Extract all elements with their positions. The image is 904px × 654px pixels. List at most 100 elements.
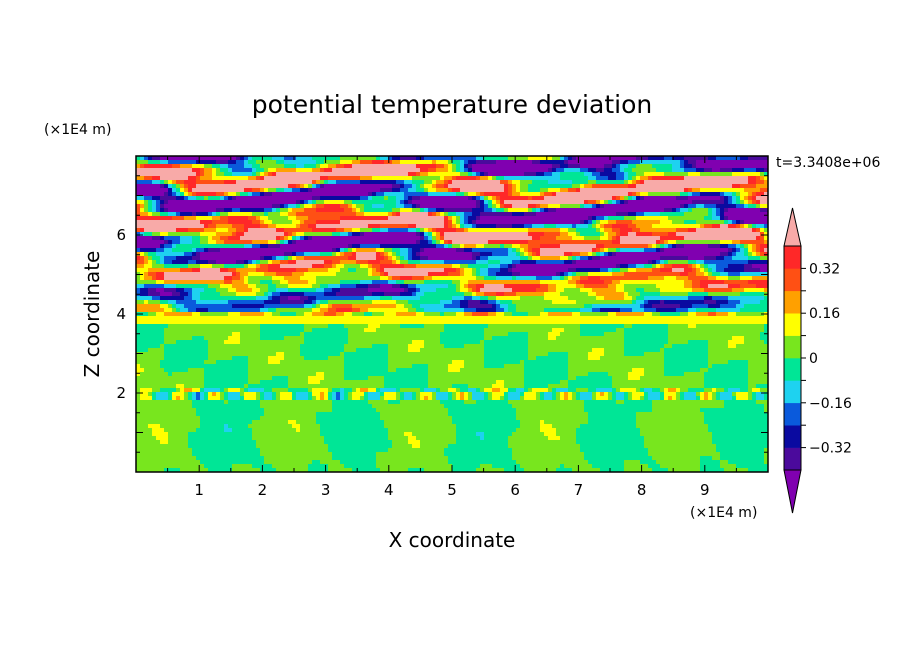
- field-cell: [268, 172, 273, 177]
- field-cell: [180, 192, 185, 197]
- field-cell: [508, 156, 513, 161]
- field-cell: [640, 272, 645, 277]
- field-cell: [276, 172, 281, 177]
- field-cell: [392, 232, 397, 237]
- field-cell: [448, 220, 453, 225]
- field-cell: [580, 204, 585, 209]
- field-cell: [264, 164, 269, 169]
- field-cell: [576, 216, 581, 221]
- field-cell: [416, 160, 421, 165]
- field-cell: [592, 156, 597, 161]
- field-cell: [228, 204, 233, 209]
- field-cell: [420, 212, 425, 217]
- field-cell: [360, 168, 365, 173]
- field-cell: [440, 228, 445, 233]
- field-cell: [764, 168, 768, 173]
- field-cell: [400, 220, 405, 225]
- field-cell: [308, 256, 313, 261]
- field-cell: [568, 268, 573, 273]
- field-cell: [244, 200, 249, 205]
- field-cell: [700, 200, 705, 205]
- field-cell: [440, 204, 445, 209]
- field-cell: [636, 204, 641, 209]
- field-cell: [760, 188, 765, 193]
- field-cell: [600, 172, 605, 177]
- field-cell: [216, 236, 221, 241]
- field-cell: [680, 188, 685, 193]
- field-cell: [376, 160, 381, 165]
- field-cell: [352, 196, 357, 201]
- field-cell: [664, 240, 669, 245]
- field-cell: [656, 224, 661, 229]
- field-cell: [236, 212, 241, 217]
- field-cell: [752, 244, 757, 249]
- field-cell: [364, 212, 369, 217]
- field-cell: [412, 208, 417, 213]
- field-cell: [320, 208, 325, 213]
- field-cell: [228, 168, 233, 173]
- field-cell: [472, 276, 477, 281]
- field-cell: [424, 276, 429, 281]
- field-cell: [392, 168, 397, 173]
- field-cell: [500, 176, 505, 181]
- field-cell: [356, 168, 361, 173]
- field-cell: [236, 168, 241, 173]
- field-cell: [136, 156, 141, 161]
- field-cell: [352, 228, 357, 233]
- field-cell: [436, 172, 441, 177]
- field-cell: [476, 252, 481, 257]
- field-cell: [228, 188, 233, 193]
- field-cell: [220, 276, 225, 281]
- field-cell: [144, 196, 149, 201]
- field-cell: [240, 240, 245, 245]
- field-cell: [668, 252, 673, 257]
- field-cell: [224, 172, 229, 177]
- field-cell: [224, 200, 229, 205]
- field-cell: [728, 192, 733, 197]
- field-cell: [304, 272, 309, 277]
- field-cell: [668, 264, 673, 269]
- field-cell: [652, 160, 657, 165]
- field-cell: [528, 248, 533, 253]
- field-cell: [608, 228, 613, 233]
- field-cell: [192, 156, 197, 161]
- field-cell: [340, 160, 345, 165]
- field-cell: [328, 232, 333, 237]
- field-cell: [392, 248, 397, 253]
- field-cell: [544, 188, 549, 193]
- field-cell: [192, 228, 197, 233]
- field-cell: [600, 168, 605, 173]
- field-cell: [280, 272, 285, 277]
- field-cell: [588, 252, 593, 257]
- field-cell: [136, 276, 141, 281]
- field-cell: [144, 212, 149, 217]
- field-cell: [520, 160, 525, 165]
- field-cell: [684, 244, 689, 249]
- field-cell: [228, 244, 233, 249]
- field-cell: [432, 172, 437, 177]
- field-cell: [512, 236, 517, 241]
- field-cell: [148, 192, 153, 197]
- field-cell: [364, 204, 369, 209]
- field-cell: [176, 164, 181, 169]
- field-cell: [252, 188, 257, 193]
- field-cell: [336, 204, 341, 209]
- field-cell: [524, 184, 529, 189]
- field-cell: [484, 232, 489, 237]
- field-cell: [620, 272, 625, 277]
- field-cell: [356, 236, 361, 241]
- field-cell: [480, 260, 485, 265]
- field-cell: [332, 268, 337, 273]
- field-cell: [564, 224, 569, 229]
- field-cell: [656, 252, 661, 257]
- field-cell: [540, 192, 545, 197]
- field-cell: [692, 164, 697, 169]
- field-cell: [252, 252, 257, 257]
- field-cell: [708, 220, 713, 225]
- field-cell: [404, 232, 409, 237]
- field-cell: [372, 192, 377, 197]
- field-cell: [744, 176, 749, 181]
- field-cell: [432, 184, 437, 189]
- field-cell: [696, 172, 701, 177]
- field-cell: [724, 156, 729, 161]
